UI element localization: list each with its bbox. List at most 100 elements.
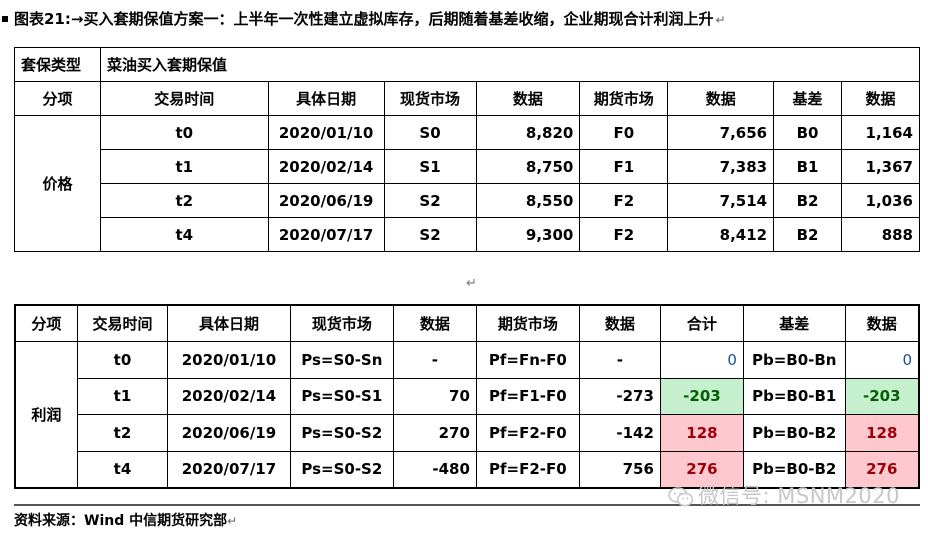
col-header: 数据 [844,304,920,342]
cell-futures: Pf=Fn-F0 [475,341,580,379]
cell-basis: B2 [773,183,843,218]
cell-time: t4 [99,217,269,252]
watermark-text: 微信号: MSNM2020 [698,484,900,508]
footer-divider [14,504,920,506]
cell-futures: F1 [579,149,669,184]
cell-spot: S0 [383,115,477,150]
table-row: t2 2020/06/19 S2 8,550 F2 7,514 B2 1,036 [15,183,920,218]
group-label: 利润 [14,341,78,488]
cell-total: 128 [659,414,744,452]
cell-futures: Pf=F2-F0 [475,450,580,488]
cell-date: 2020/02/14 [267,149,385,184]
cell-total: 276 [659,450,744,488]
return-mark: ↵ [227,514,238,528]
cell-spot-value: 9,300 [475,217,581,252]
cell-basis: B1 [773,149,843,184]
cell-basis-value: 888 [841,217,920,252]
cell-basis: B2 [773,217,843,252]
cell-date: 2020/02/14 [167,377,291,415]
cell-time: t1 [99,149,269,184]
cell-spot-value: 8,820 [475,115,581,150]
cell-spot-value: 70 [392,377,477,415]
cell-basis: Pb=B0-B2 [742,450,846,488]
cell-futures-value: 7,514 [667,183,775,218]
col-header: 现货市场 [289,304,394,342]
cell-basis-value: 1,164 [841,115,920,150]
col-header: 数据 [578,304,661,342]
cell-futures: F0 [579,115,669,150]
col-header: 数据 [841,81,920,116]
cell-basis-value: 0 [844,341,920,379]
cell-spot-value: 8,750 [475,149,581,184]
col-header: 数据 [475,81,581,116]
cell-basis-value: 1,367 [841,149,920,184]
return-mark: ↵ [715,13,726,27]
cell-date: 2020/06/19 [267,183,385,218]
cell-spot: Ps=S0-S1 [289,377,394,415]
cell-spot: S2 [383,217,477,252]
cell-spot: S2 [383,183,477,218]
cell-time: t0 [99,115,269,150]
table-row: t1 2020/02/14 Ps=S0-S1 70 Pf=F1-F0 -273 … [15,377,920,415]
cell-total: 0 [659,341,744,379]
cell-futures: Pf=F1-F0 [475,377,580,415]
cell-spot: Ps=S0-S2 [289,450,394,488]
cell-date: 2020/01/10 [267,115,385,150]
cell-time: t1 [76,377,169,415]
col-header: 交易时间 [99,81,269,116]
profit-table-header: 分项 交易时间 具体日期 现货市场 数据 期货市场 数据 合计 基差 数据 [14,304,920,342]
figure-title: 图表21:→买入套期保值方案一：上半年一次性建立虚拟库存，后期随着基差收缩，企业… [0,8,920,30]
profit-table: 分项 交易时间 具体日期 现货市场 数据 期货市场 数据 合计 基差 数据 利润… [14,304,920,489]
col-header: 分项 [14,81,101,116]
cell-futures-value: 7,383 [667,149,775,184]
hedge-type-value: 菜油买入套期保值 [99,47,921,82]
cell-basis: Pb=B0-B1 [742,377,846,415]
cell-date: 2020/07/17 [167,450,291,488]
cell-futures: F2 [579,183,669,218]
table-row: t2 2020/06/19 Ps=S0-S2 270 Pf=F2-F0 -142… [15,414,920,452]
cell-date: 2020/06/19 [167,414,291,452]
cell-spot-value: 270 [392,414,477,452]
cell-time: t4 [76,450,169,488]
cell-futures-value: 8,412 [667,217,775,252]
watermark: 微信号: MSNM2020 [668,480,900,510]
cell-time: t2 [76,414,169,452]
cell-basis: B0 [773,115,843,150]
table-row: t1 2020/02/14 S1 8,750 F1 7,383 B1 1,367 [15,149,920,184]
price-table-header: 分项 交易时间 具体日期 现货市场 数据 期货市场 数据 基差 数据 [14,81,920,116]
cell-futures-value: -142 [578,414,661,452]
hedge-type-label: 套保类型 [14,47,101,82]
return-mark: ↵ [466,276,477,291]
hedge-type-row: 套保类型 菜油买入套期保值 [14,47,921,82]
cell-time: t2 [99,183,269,218]
cell-basis-value: 128 [844,414,920,452]
cell-spot: Ps=S0-S2 [289,414,394,452]
col-header: 基差 [773,81,843,116]
bullet-icon [2,15,8,22]
cell-futures: Pf=F2-F0 [475,414,580,452]
cell-basis-value: -203 [844,377,920,415]
col-header: 具体日期 [267,81,385,116]
price-table: 套保类型 菜油买入套期保值 分项 交易时间 具体日期 现货市场 数据 期货市场 … [14,47,921,252]
table-row: t4 2020/07/17 S2 9,300 F2 8,412 B2 888 [15,217,920,252]
group-label: 价格 [14,115,101,252]
wechat-icon [668,487,694,507]
source-note: 资料来源：Wind 中信期货研究部↵ [14,510,237,530]
cell-date: 2020/01/10 [167,341,291,379]
cell-basis: Pb=B0-B2 [742,414,846,452]
cell-date: 2020/07/17 [267,217,385,252]
table-row: 利润 t0 2020/01/10 Ps=S0-Sn - Pf=Fn-F0 - 0… [14,341,920,488]
col-header: 具体日期 [167,304,291,342]
col-header: 合计 [659,304,744,342]
cell-basis-value: 1,036 [841,183,920,218]
cell-spot-value: 8,550 [475,183,581,218]
cell-total: -203 [659,377,744,415]
cell-futures-value: - [578,341,661,379]
col-header: 数据 [392,304,477,342]
source-text: 资料来源：Wind 中信期货研究部 [14,513,228,529]
cell-futures: F2 [579,217,669,252]
col-header: 现货市场 [383,81,477,116]
figure-title-text: 图表21:→买入套期保值方案一：上半年一次性建立虚拟库存，后期随着基差收缩，企业… [14,10,714,28]
cell-spot: S1 [383,149,477,184]
cell-basis: Pb=B0-Bn [742,341,846,379]
